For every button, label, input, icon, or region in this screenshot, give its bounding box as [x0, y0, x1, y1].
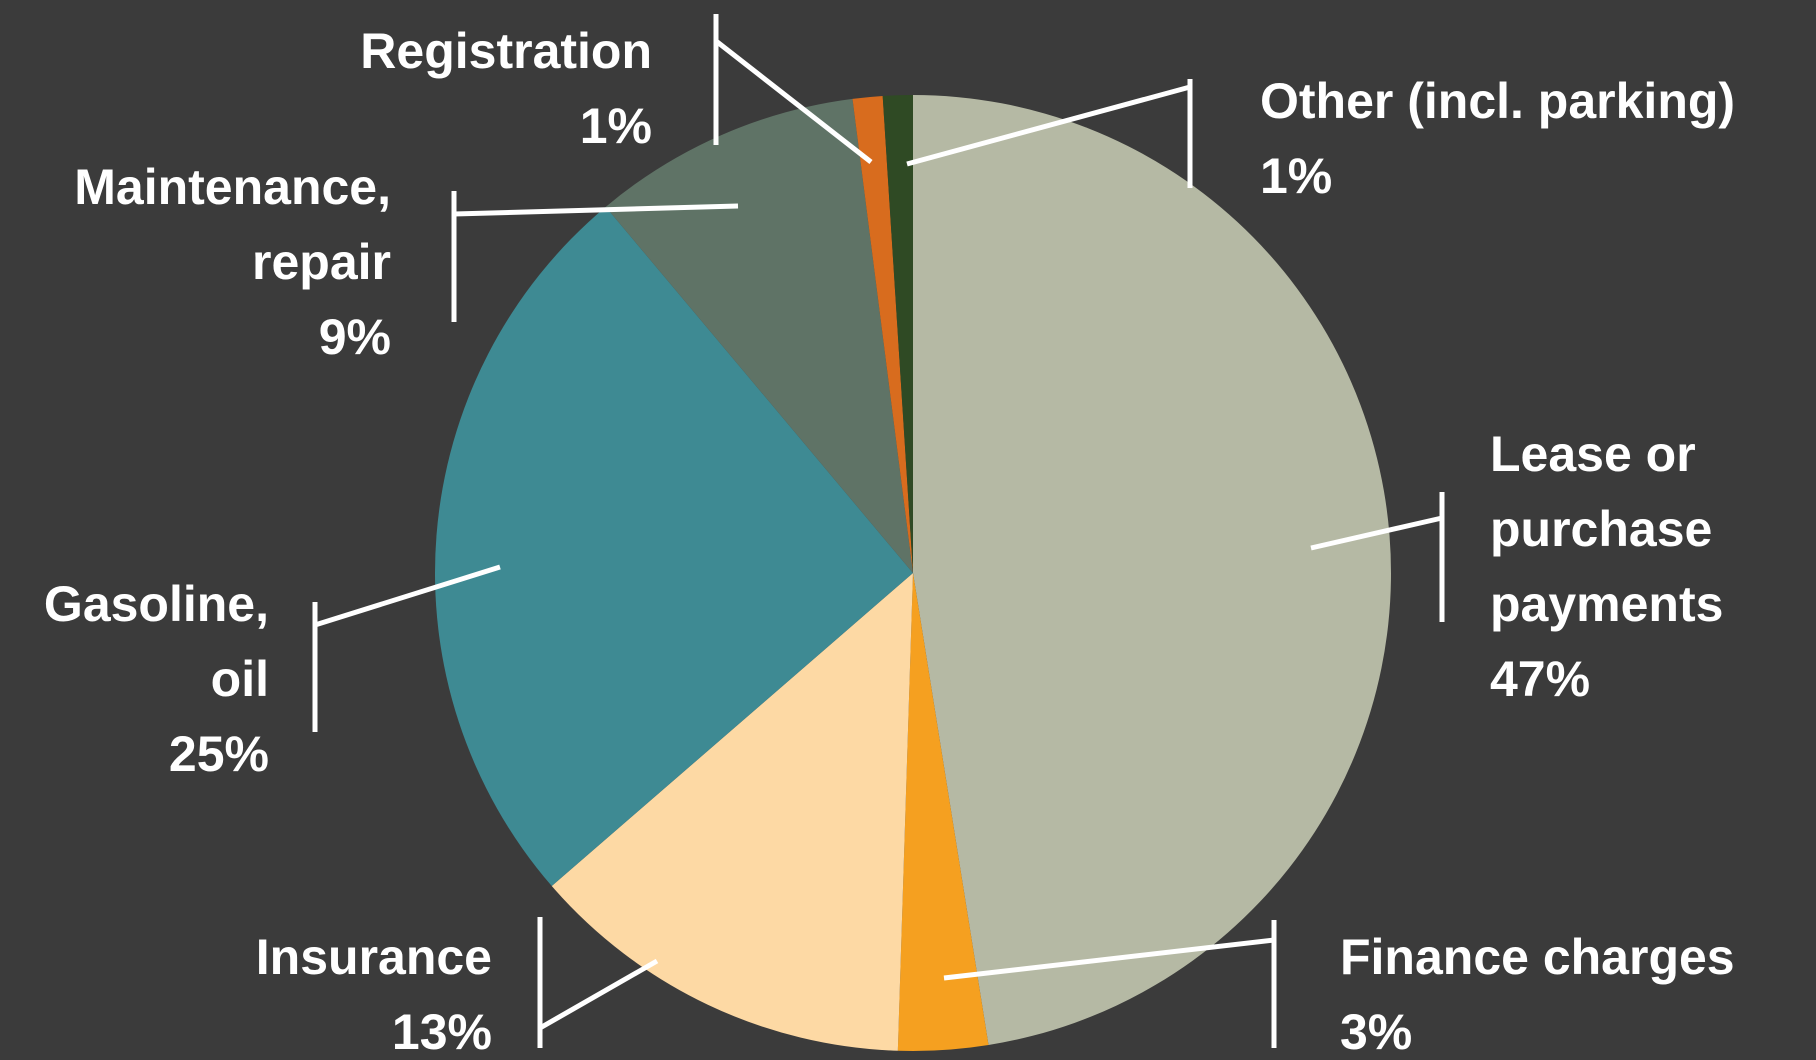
category-label: Insurance: [255, 929, 492, 985]
pie-slice: [882, 95, 913, 573]
slice-label: Gasoline, oil 25%: [9, 567, 269, 792]
leader-line: [453, 203, 739, 217]
pie-slice: [852, 95, 913, 573]
pie-slice: [913, 95, 1391, 1045]
leader-line: [538, 958, 659, 1031]
category-label: Registration: [360, 23, 652, 79]
category-label: Other (incl. parking): [1260, 73, 1736, 129]
category-label: Gasoline, oil: [43, 576, 269, 707]
value-label: 13%: [391, 1004, 492, 1060]
slice-label: Registration 1%: [360, 14, 652, 164]
leader-line: [714, 39, 873, 164]
value-label: 9%: [318, 309, 391, 365]
value-label: 1%: [1260, 148, 1333, 204]
value-label: 3%: [1340, 1004, 1413, 1060]
category-label: Lease or purchase payments: [1490, 426, 1724, 632]
value-label: 25%: [168, 726, 269, 782]
slice-label: Other (incl. parking) 1%: [1260, 64, 1735, 214]
pie-slice: [435, 206, 913, 887]
value-label: 47%: [1490, 651, 1591, 707]
slice-label: Maintenance, repair 9%: [11, 150, 391, 375]
value-label: 1%: [579, 98, 652, 154]
pie-slice: [897, 573, 989, 1051]
slice-label: Insurance 13%: [256, 920, 492, 1060]
leader-line: [1310, 515, 1443, 551]
slice-label: Lease or purchase payments 47%: [1490, 417, 1790, 717]
leader-line: [906, 84, 1191, 167]
pie-slice: [551, 573, 913, 1051]
category-label: Maintenance, repair: [74, 159, 391, 290]
category-label: Finance charges: [1340, 929, 1735, 985]
slice-label: Finance charges 3%: [1340, 920, 1735, 1060]
leader-line: [943, 937, 1275, 981]
leader-line: [314, 564, 501, 628]
pie-slice: [605, 98, 913, 574]
